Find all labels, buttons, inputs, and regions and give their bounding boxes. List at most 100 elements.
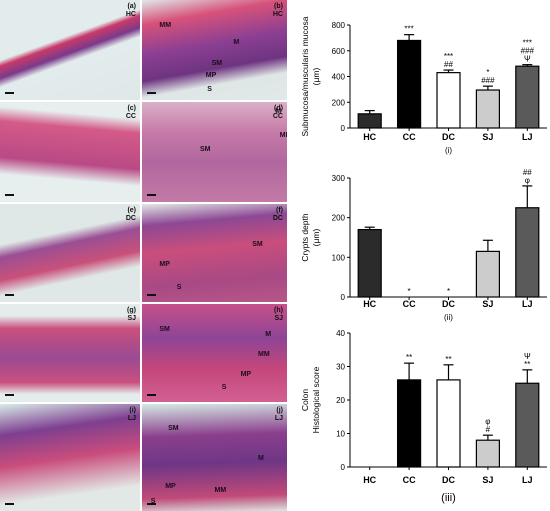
panel-letter: (c) <box>127 105 136 112</box>
tissue-layer-label: MP <box>240 370 252 378</box>
significance-marker: *** <box>444 52 453 61</box>
micrograph-panel: (j) LJ SM M MP MM S <box>142 404 287 511</box>
tissue-layer-label: MM <box>159 22 172 29</box>
panel-group-label: LJ <box>127 415 136 422</box>
y-axis-label: Colon <box>300 389 310 411</box>
tissue-layer-label: M <box>233 39 240 46</box>
y-tick-label: 100 <box>332 253 346 262</box>
chart-panel-label: (i) <box>445 146 452 155</box>
scale-bar <box>5 394 14 396</box>
bar <box>475 439 500 468</box>
panel-letter: (e) <box>127 207 136 214</box>
significance-marker: *** <box>404 25 413 34</box>
chart-panel-label: (ii) <box>444 313 453 322</box>
bar <box>436 72 461 129</box>
panel-group-label: LJ <box>274 415 283 422</box>
y-axis-label: (μm) <box>311 68 321 86</box>
y-axis-label: Histological score <box>311 366 321 433</box>
y-tick-label: 20 <box>336 396 345 405</box>
y-axis-label: (μm) <box>311 229 321 247</box>
x-tick-label: LJ <box>522 299 533 309</box>
panel-group-label: HC <box>272 11 283 18</box>
panel-letter: (b) <box>274 3 283 10</box>
y-tick-label: 400 <box>332 73 346 82</box>
bar <box>515 65 540 129</box>
tissue-layer-label: S <box>221 384 227 392</box>
micrograph-panel: (b) HC MM M SM MP S <box>142 0 287 100</box>
scale-bar <box>5 503 14 505</box>
significance-marker: * <box>447 287 450 296</box>
micrograph-panel: (g) SJ <box>0 304 140 402</box>
significance-marker: *** <box>523 39 532 48</box>
x-tick-label: HC <box>363 299 376 309</box>
micrograph-panel: (e) DC <box>0 204 140 302</box>
y-tick-label: 300 <box>332 174 346 183</box>
tissue-layer-label: SM <box>168 425 179 433</box>
micrograph-panel: (d)CCMMMSM <box>142 102 287 202</box>
tissue-layer-label: S <box>150 498 156 506</box>
scale-bar <box>147 394 156 396</box>
x-tick-label: HC <box>363 475 376 485</box>
significance-marker: φ <box>525 176 530 185</box>
x-tick-label: DC <box>442 132 455 142</box>
significance-marker: # <box>486 425 491 434</box>
panel-letter: (d) <box>274 105 283 112</box>
tissue-layer-label: M <box>265 331 272 339</box>
y-tick-label: 10 <box>336 430 345 439</box>
x-tick-label: SJ <box>482 132 493 142</box>
micrograph-panel: (f) DC SM MP S <box>142 204 287 302</box>
scale-bar <box>147 92 156 94</box>
panel-letter: (g) <box>127 307 136 314</box>
tissue-layer-label: MM <box>279 132 287 139</box>
x-tick-label: SJ <box>482 299 493 309</box>
y-tick-label: 40 <box>336 329 345 338</box>
micrograph-grid: (a)HC(b)HCMMMSMMPS(c)CC(d)CCMMMSM(e)DC(f… <box>0 0 287 511</box>
scale-bar <box>5 194 14 196</box>
significance-marker: * <box>408 287 411 296</box>
y-tick-label: 0 <box>341 463 346 472</box>
micrograph-panel: (c) CC <box>0 102 140 202</box>
tissue-layer-label: SM <box>159 325 170 333</box>
bar <box>396 39 422 129</box>
bar <box>515 207 540 298</box>
y-axis-label: Submucosa/muscularis mucosa <box>300 16 310 136</box>
y-tick-label: 0 <box>341 293 346 302</box>
x-tick-label: CC <box>403 475 416 485</box>
x-tick-label: DC <box>442 475 455 485</box>
tissue-layer-label: SM <box>211 60 223 67</box>
bar <box>357 228 382 298</box>
significance-marker: ## <box>444 60 453 69</box>
y-tick-label: 800 <box>332 21 346 30</box>
y-tick-label: 30 <box>336 363 345 372</box>
bar <box>436 379 461 468</box>
x-tick-label: LJ <box>522 475 533 485</box>
panel-group-label: CC <box>272 113 283 120</box>
chart-panel-label: (iii) <box>441 492 456 504</box>
panel-letter: (i) <box>129 407 136 414</box>
bar <box>515 382 540 468</box>
tissue-layer-label: SM <box>252 241 263 249</box>
bar <box>357 113 382 129</box>
significance-marker: * <box>486 68 489 77</box>
panel-letter: (h) <box>274 307 283 314</box>
panel-group-label: CC <box>125 113 136 120</box>
tissue-layer-label: SM <box>200 146 211 153</box>
panel-group-label: DC <box>272 215 283 222</box>
scale-bar <box>147 294 156 296</box>
y-tick-label: 200 <box>332 98 346 107</box>
panel-letter: (j) <box>276 407 283 414</box>
significance-marker: Ψ <box>524 55 531 64</box>
significance-marker: ** <box>445 355 451 364</box>
panel-group-label: HC <box>125 11 136 18</box>
tissue-layer-label: M <box>275 108 282 115</box>
x-tick-label: CC <box>403 299 416 309</box>
tissue-layer-label: MP <box>205 72 217 79</box>
y-tick-label: 200 <box>332 214 346 223</box>
significance-marker: Ψ <box>524 352 531 361</box>
scale-bar <box>5 92 14 94</box>
significance-marker: φ <box>485 417 490 426</box>
bar <box>475 250 500 298</box>
scale-bar <box>5 294 14 296</box>
scale-bar <box>147 194 156 196</box>
